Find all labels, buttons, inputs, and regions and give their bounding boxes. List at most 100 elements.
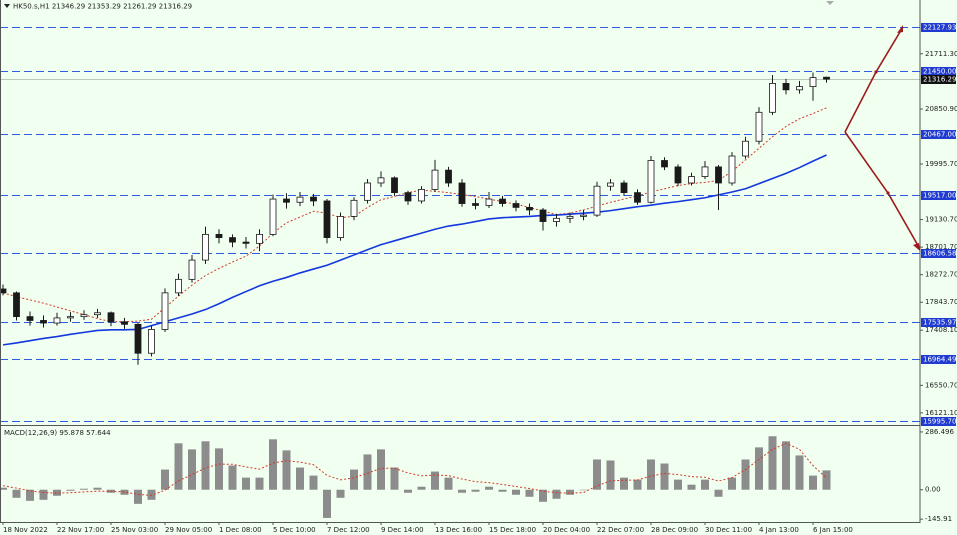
candle-body	[715, 166, 722, 184]
macd-bar	[269, 439, 277, 490]
macd-bar	[80, 488, 88, 490]
candle-body	[499, 198, 506, 204]
candle-body	[283, 198, 290, 203]
macd-bar	[471, 489, 480, 492]
arrow-node	[886, 191, 890, 195]
candle-body	[53, 317, 61, 324]
macd-bar	[417, 486, 426, 490]
macd-bar	[755, 447, 763, 490]
candle-body	[823, 76, 830, 80]
candle-body	[80, 314, 88, 318]
candle-body	[647, 160, 655, 203]
macd-bar	[782, 441, 790, 490]
macd-y-tick-label: 286.496	[925, 428, 954, 436]
moving-average	[2, 107, 827, 323]
low-value: 21261.29	[123, 3, 156, 11]
x-tick-label: 4 Jan 13:00	[759, 526, 799, 534]
candle-body	[391, 177, 398, 194]
macd-signal-value: 57.644	[86, 429, 111, 437]
candle-body	[688, 176, 695, 184]
candle-body	[134, 323, 142, 354]
candle-body	[188, 259, 196, 280]
x-tick-label: 13 Dec 16:00	[435, 526, 482, 534]
candle-body	[175, 278, 182, 294]
level-label: 20467.00	[923, 131, 956, 139]
candle-body	[148, 329, 155, 354]
macd-bar	[282, 450, 291, 490]
macd-bar	[620, 477, 628, 490]
candle-body	[431, 169, 439, 190]
candle-body	[67, 316, 74, 319]
macd-bar	[215, 448, 223, 490]
macd-bar	[674, 479, 682, 490]
macd-bar	[714, 489, 723, 497]
macd-bar	[39, 489, 48, 500]
candle-body	[485, 198, 493, 206]
x-tick-label: 6 Jan 15:00	[813, 526, 853, 534]
macd-bar	[728, 477, 736, 490]
macd-bar	[66, 489, 75, 491]
level-label-box	[921, 191, 956, 200]
macd-bar	[242, 477, 250, 490]
macd-bar	[0, 487, 7, 490]
macd-bar	[431, 471, 439, 490]
candle-body	[620, 182, 628, 194]
x-tick-label: 7 Dec 12:00	[327, 526, 370, 534]
open-value: 21346.29	[52, 3, 85, 11]
candle-body	[526, 206, 533, 211]
candle-body	[755, 111, 763, 142]
candle-body	[215, 233, 223, 238]
y-tick-label: 21711.30	[925, 50, 957, 58]
macd-bar	[566, 489, 574, 495]
macd-bar	[296, 467, 304, 490]
level-label: 17535.97	[923, 319, 956, 327]
macd-bar	[404, 489, 412, 493]
candle-body	[769, 83, 776, 113]
candle-body	[445, 169, 452, 184]
level-label: 15995.70	[923, 418, 956, 426]
macd-bar	[228, 465, 237, 490]
y-tick-label: 17843.70	[925, 298, 957, 306]
candle-body	[377, 177, 385, 184]
candle-body	[13, 292, 20, 318]
y-tick-label: 20850.90	[925, 105, 957, 113]
macd-bar	[120, 489, 129, 495]
candle-body	[161, 292, 169, 330]
level-label-box	[921, 417, 956, 426]
macd-y-tick-label: 0.00	[925, 486, 941, 494]
macd-bar	[390, 467, 399, 490]
arrow-node	[874, 70, 878, 74]
x-tick-label: 15 Dec 18:00	[489, 526, 536, 534]
macd-bar	[701, 479, 709, 490]
y-tick-label: 17408.10	[925, 326, 957, 334]
y-tick-label: 18272.70	[925, 271, 957, 279]
macd-bar	[660, 463, 669, 490]
candle-body	[337, 215, 344, 238]
macd-bar	[606, 460, 615, 490]
macd-bar	[512, 489, 520, 495]
macd-bar	[336, 489, 345, 498]
macd-bar	[741, 459, 750, 490]
level-label: 19517.00	[923, 192, 956, 200]
macd-bar	[350, 469, 358, 490]
header: HK50.s,H1 21346.29 21353.29 21261.29 213…	[13, 3, 192, 11]
candle-body	[310, 196, 317, 202]
macd-bar	[188, 449, 196, 490]
x-tick-label: 5 Dec 10:00	[273, 526, 316, 534]
x-tick-label: 30 Dec 11:00	[705, 526, 752, 534]
candle-body	[607, 182, 614, 187]
x-tick-label: 1 Dec 08:00	[219, 526, 262, 534]
y-tick-label: 19130.70	[925, 216, 957, 224]
macd-bar	[525, 489, 534, 497]
symbol: HK50.s,H1	[13, 3, 50, 11]
shift-marker	[826, 1, 834, 5]
candle-body	[26, 316, 34, 321]
macd-bar	[593, 459, 601, 490]
macd-bar	[458, 489, 466, 493]
macd-bar	[795, 455, 804, 490]
macd-bar	[26, 489, 34, 501]
x-tick-label: 29 Nov 05:00	[165, 526, 212, 534]
macd-y-tick-label: -145.91	[925, 515, 952, 523]
candle-body	[269, 198, 277, 235]
